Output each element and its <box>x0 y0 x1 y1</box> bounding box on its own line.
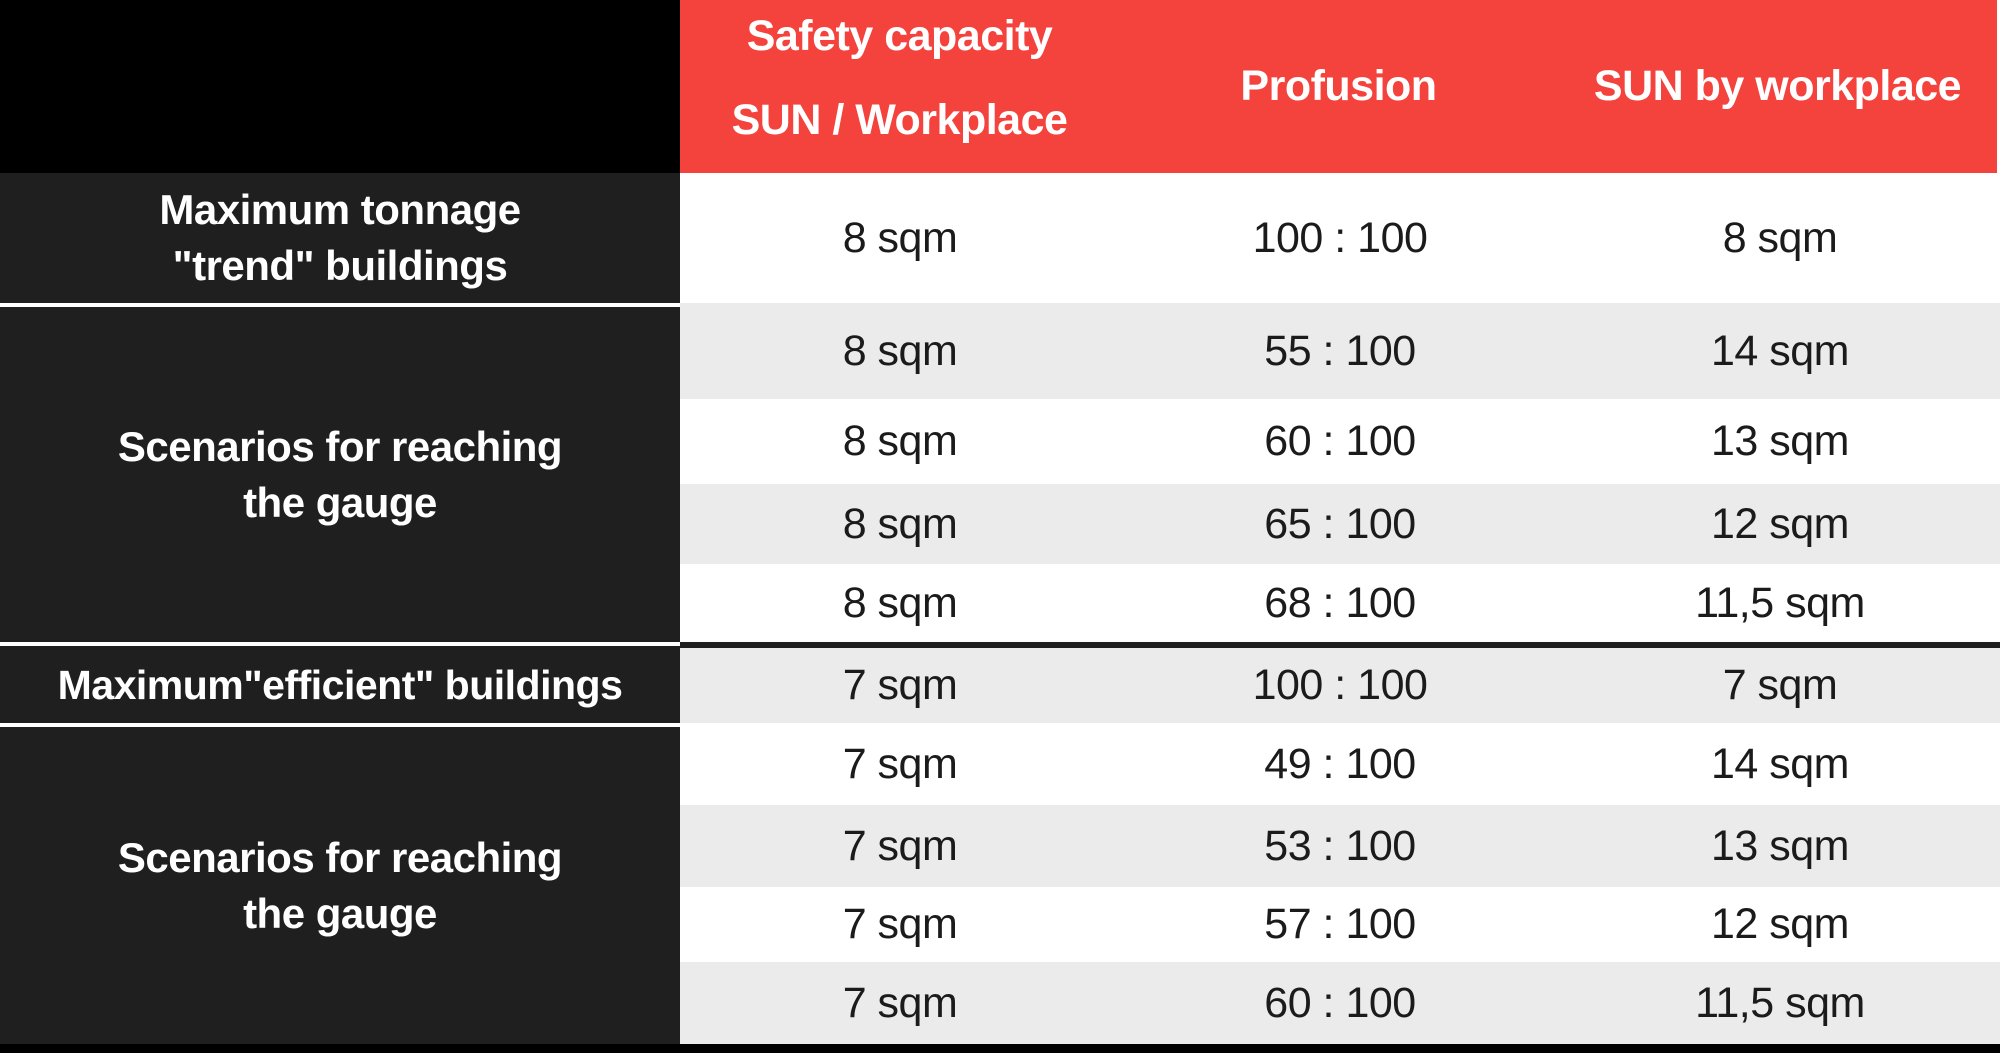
row-label-column: Maximum tonnage "trend" buildings Scenar… <box>0 0 680 1053</box>
safety-capacity-cell: 8 sqm <box>842 213 958 262</box>
profusion-cell: 100 : 100 <box>1252 661 1428 709</box>
safety-capacity-cell: 7 sqm <box>842 739 958 788</box>
profusion-cell: 60 : 100 <box>1264 417 1416 465</box>
bottom-edge <box>0 1044 2000 1053</box>
profusion-cell: 55 : 100 <box>1264 326 1416 375</box>
label-separator-line <box>0 723 680 727</box>
safety-capacity-cell: 7 sqm <box>842 900 958 948</box>
sun-by-workplace-cell: 12 sqm <box>1710 900 1850 948</box>
sun-by-workplace-cell: 13 sqm <box>1710 821 1850 870</box>
row-label-max-efficient-buildings: Maximum"efficient" buildings <box>0 646 680 723</box>
sun-by-workplace-cell: 14 sqm <box>1710 326 1850 375</box>
header-safety-capacity-line1: Safety capacity <box>746 12 1053 60</box>
table-row: 7 sqm 53 : 100 13 sqm <box>680 805 2000 887</box>
sun-by-workplace-cell: 12 sqm <box>1710 499 1850 548</box>
header-profusion: Profusion <box>1240 62 1437 110</box>
table-row: 7 sqm 49 : 100 14 sqm <box>680 723 2000 805</box>
table-row: 8 sqm 100 : 100 8 sqm <box>680 173 2000 303</box>
sun-by-workplace-cell: 7 sqm <box>1722 661 1838 709</box>
table-body: Safety capacity SUN / Workplace Profusio… <box>680 0 2000 1053</box>
safety-capacity-cell: 8 sqm <box>842 417 958 465</box>
safety-capacity-cell: 8 sqm <box>842 578 958 627</box>
safety-capacity-cell: 7 sqm <box>842 821 958 870</box>
safety-capacity-cell: 7 sqm <box>842 661 958 709</box>
row-label-max-trend-buildings: Maximum tonnage "trend" buildings <box>0 173 680 303</box>
sun-by-workplace-cell: 8 sqm <box>1722 213 1838 262</box>
table-header-row: Safety capacity SUN / Workplace Profusio… <box>680 0 2000 173</box>
sun-by-workplace-cell: 11,5 sqm <box>1695 578 1865 627</box>
profusion-cell: 68 : 100 <box>1264 578 1416 627</box>
profusion-cell: 65 : 100 <box>1264 499 1416 548</box>
corner-cell <box>0 0 680 173</box>
header-safety-capacity: Safety capacity SUN / Workplace <box>680 0 1119 173</box>
sun-by-workplace-cell: 14 sqm <box>1710 739 1850 788</box>
header-sun-workplace-line2: SUN / Workplace <box>731 96 1068 144</box>
profusion-cell: 53 : 100 <box>1264 821 1416 870</box>
table-row: 8 sqm 55 : 100 14 sqm <box>680 303 2000 399</box>
table-row: 8 sqm 65 : 100 12 sqm <box>680 484 2000 564</box>
profusion-cell: 100 : 100 <box>1252 213 1428 262</box>
table-row: 7 sqm 60 : 100 11,5 sqm <box>680 962 2000 1044</box>
row-label-scenarios-section-1: Scenarios for reaching the gauge <box>0 307 680 642</box>
table-row: 7 sqm 57 : 100 12 sqm <box>680 887 2000 962</box>
table-row: 8 sqm 60 : 100 13 sqm <box>680 399 2000 484</box>
safety-capacity-cell: 7 sqm <box>842 978 958 1027</box>
label-separator-line <box>0 303 680 307</box>
safety-capacity-cell: 8 sqm <box>842 326 958 375</box>
section-separator-line <box>680 642 2000 648</box>
table-row: 8 sqm 68 : 100 11,5 sqm <box>680 564 2000 642</box>
profusion-cell: 57 : 100 <box>1264 900 1416 948</box>
sun-by-workplace-cell: 13 sqm <box>1710 417 1850 465</box>
safety-capacity-cell: 8 sqm <box>842 499 958 548</box>
table-row: 7 sqm 100 : 100 7 sqm <box>680 648 2000 723</box>
profusion-cell: 49 : 100 <box>1264 739 1416 788</box>
sun-by-workplace-cell: 11,5 sqm <box>1695 978 1865 1027</box>
label-separator-line <box>0 642 680 646</box>
profusion-cell: 60 : 100 <box>1264 978 1416 1027</box>
row-label-scenarios-section-2: Scenarios for reaching the gauge <box>0 727 680 1044</box>
header-sun-by-workplace: SUN by workplace <box>1593 62 1962 110</box>
